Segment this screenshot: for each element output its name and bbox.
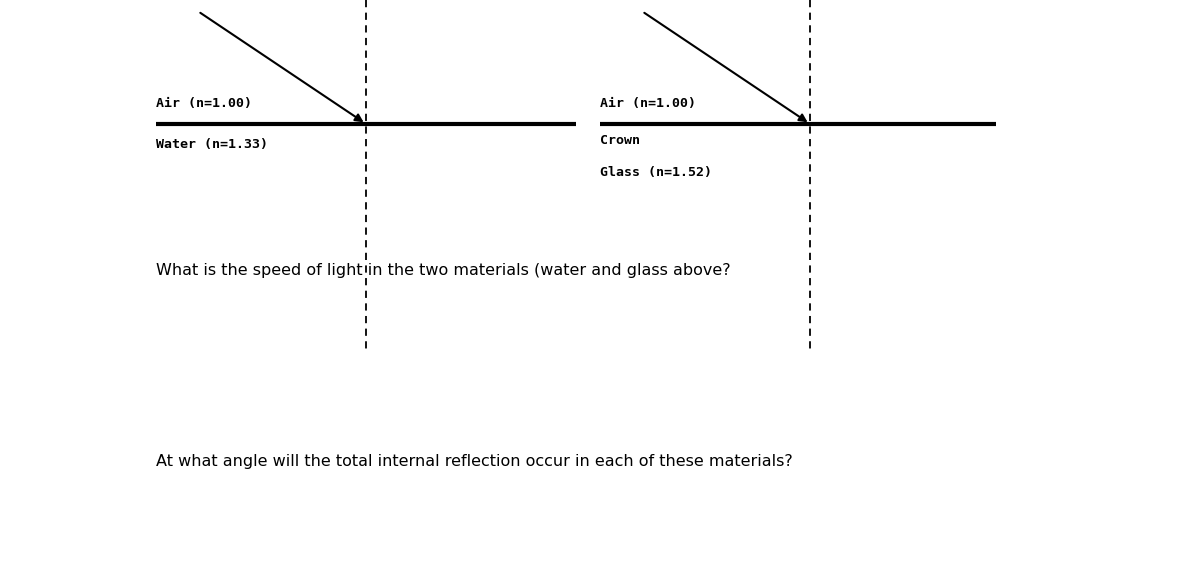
Text: What is the speed of light in the two materials (water and glass above?: What is the speed of light in the two ma… <box>156 263 731 278</box>
Text: Water (n=1.33): Water (n=1.33) <box>156 138 268 151</box>
Text: At what angle will the total internal reflection occur in each of these material: At what angle will the total internal re… <box>156 454 793 469</box>
Text: Air (n=1.00): Air (n=1.00) <box>600 97 696 110</box>
Text: Air (n=1.00): Air (n=1.00) <box>156 97 252 110</box>
Text: Glass (n=1.52): Glass (n=1.52) <box>600 166 712 179</box>
Text: Crown: Crown <box>600 134 640 147</box>
